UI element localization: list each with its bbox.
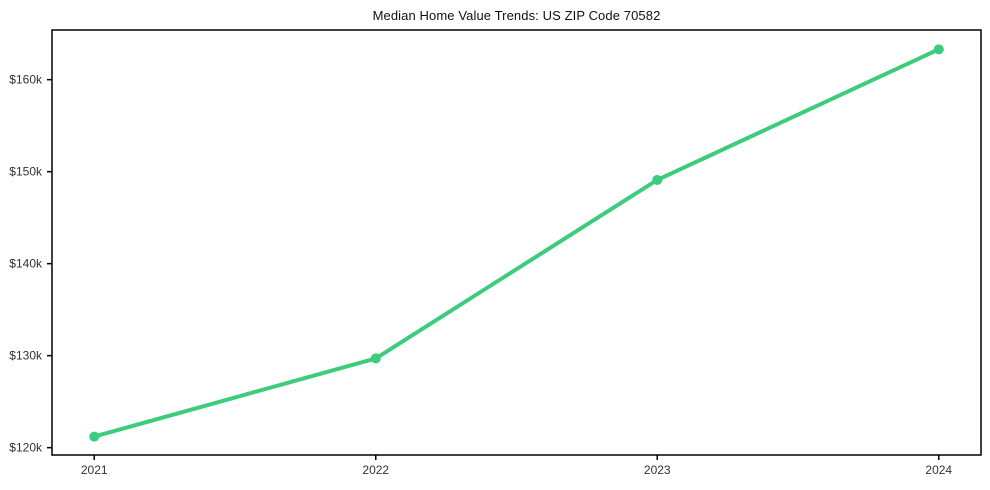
y-axis-tick-label: $150k — [9, 165, 43, 179]
y-axis-tick-label: $140k — [9, 257, 43, 271]
x-axis-tick-label: 2021 — [81, 463, 108, 477]
x-axis-tick-label: 2022 — [362, 463, 389, 477]
data-point-marker — [933, 44, 944, 55]
trend-line — [92, 47, 941, 439]
data-point-marker — [370, 353, 381, 364]
y-axis-tick-label: $160k — [9, 73, 43, 87]
y-axis-tick-label: $120k — [9, 441, 43, 455]
x-axis-tick-label: 2024 — [925, 463, 952, 477]
plot-frame — [51, 29, 982, 456]
chart-title: Median Home Value Trends: US ZIP Code 70… — [372, 8, 661, 23]
y-axis-tick-label: $130k — [9, 349, 43, 363]
x-axis-tick-label: 2023 — [644, 463, 671, 477]
data-point-marker — [89, 431, 100, 442]
data-point-marker — [652, 174, 663, 185]
